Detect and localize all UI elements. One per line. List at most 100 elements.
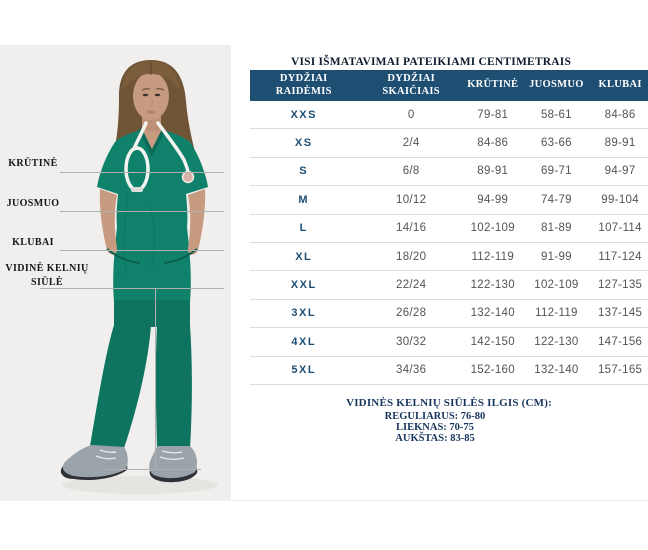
table-row: 3XL 26/28 132-140 112-119 137-145 [250, 300, 648, 329]
cell-chest: 89-91 [477, 165, 509, 178]
forearm-right [187, 189, 206, 255]
face [133, 72, 169, 120]
page-divider [231, 500, 648, 501]
header-size-letters: DYDŽIAI RAIDĖMIS [275, 73, 332, 97]
cell-chest: 94-99 [477, 193, 509, 206]
table-row: XS 2/4 84-86 63-66 89-91 [250, 129, 648, 158]
cell-size-number: 14/16 [396, 222, 427, 235]
cell-size-number: 34/36 [396, 364, 427, 377]
cell-chest: 84-86 [477, 137, 509, 150]
hips-guide-line [60, 250, 224, 251]
cell-size-letter: 4XL [291, 335, 317, 348]
shoe-laces-right [159, 450, 185, 460]
cell-size-number: 6/8 [402, 165, 420, 178]
lips [146, 110, 156, 114]
shoe-sole-right [149, 466, 198, 483]
header-hips: KLUBAI [598, 79, 642, 91]
fabric-fold [149, 204, 156, 266]
cell-size-letter: M [298, 193, 310, 206]
cell-size-number: 22/24 [396, 279, 427, 292]
size-table: DYDŽIAI RAIDĖMIS DYDŽIAI SKAIČIAIS KRŪTI… [250, 70, 648, 385]
cell-size-letter: 3XL [291, 307, 317, 320]
cell-hips: 137-145 [597, 307, 643, 320]
inseam-guide-line-bottom [104, 469, 201, 470]
v-neck-trim [138, 128, 166, 157]
cell-size-number: 26/28 [396, 307, 427, 320]
cell-size-number: 0 [407, 108, 415, 121]
cell-hips: 127-135 [597, 279, 643, 292]
fabric-fold [123, 194, 129, 276]
header-chest: KRŪTINĖ [467, 79, 519, 91]
eyebrow-right [155, 88, 165, 91]
nose [150, 98, 153, 108]
cell-size-letter: XXL [290, 279, 317, 292]
waist-guide-line [60, 211, 224, 212]
cell-waist: 102-109 [534, 279, 579, 292]
cell-size-letter: S [299, 165, 309, 178]
stethoscope-gauge [131, 187, 143, 192]
inseam-notes-heading: VIDINĖS KELNIŲ SIŪLĖS ILGIS (CM): [346, 397, 552, 409]
table-row: S 6/8 89-91 69-71 94-97 [250, 158, 648, 187]
table-row: 5XL 34/36 152-160 132-140 157-165 [250, 357, 648, 385]
cell-hips: 89-91 [604, 137, 636, 150]
label-inseam: VIDINĖ KELNIŲ SIŪLĖ [5, 263, 89, 288]
shoe-left [62, 445, 128, 478]
table-row: M 10/12 94-99 74-79 99-104 [250, 186, 648, 215]
cell-size-number: 2/4 [402, 137, 420, 150]
inseam-guide-line-vertical [155, 288, 156, 469]
cell-size-letter: XS [294, 137, 313, 150]
cell-chest: 112-119 [471, 250, 515, 263]
shoe-laces-left [95, 449, 117, 460]
cell-hips: 84-86 [604, 108, 636, 121]
model-illustration [60, 60, 218, 494]
cell-waist: 69-71 [540, 165, 572, 178]
cell-waist: 58-61 [540, 108, 572, 121]
cell-waist: 112-119 [535, 307, 578, 320]
inseam-note-slim: LIEKNAS: 70-75 [396, 421, 474, 433]
inseam-notes-lines: REGULIARUS: 76-80 LIEKNAS: 70-75 AUKŠTAS… [236, 411, 634, 444]
cell-hips: 94-97 [604, 165, 636, 178]
cell-size-letter: L [299, 222, 308, 235]
cell-hips: 99-104 [601, 193, 639, 206]
eye-right [154, 93, 161, 97]
eye-left [142, 93, 149, 97]
label-waist: JUOSMUO [6, 198, 60, 209]
header-waist: JUOSMUO [529, 79, 584, 91]
inseam-guide-line-top [40, 288, 224, 289]
stethoscope-tube-right [156, 121, 190, 175]
table-row: XL 18/20 112-119 91-99 117-124 [250, 243, 648, 272]
model-photo [0, 45, 231, 501]
pant-leg-right [155, 325, 192, 448]
cell-waist: 74-79 [540, 193, 572, 206]
cell-waist: 132-140 [534, 364, 579, 377]
cell-size-number: 10/12 [396, 193, 427, 206]
cell-hips: 147-156 [597, 335, 643, 348]
cell-size-number: 30/32 [396, 335, 427, 348]
header-size-numbers: DYDŽIAI SKAIČIAIS [382, 73, 440, 97]
chest-guide-line [60, 172, 224, 173]
cell-size-letter: XXS [290, 108, 317, 121]
cell-size-number: 18/20 [396, 250, 427, 263]
stethoscope-chestpiece [181, 170, 195, 184]
inseam-notes: VIDINĖS KELNIŲ SIŪLĖS ILGIS (CM): REGULI… [250, 397, 648, 444]
shoe-right [149, 446, 198, 479]
cell-waist: 91-99 [540, 250, 572, 263]
inseam-note-tall: AUKŠTAS: 83-85 [395, 432, 475, 444]
forearm-left [99, 189, 118, 255]
pants-top [114, 300, 190, 327]
table-row: L 14/16 102-109 81-89 107-114 [250, 215, 648, 243]
cell-waist: 122-130 [534, 335, 579, 348]
label-hips: KLUBAI [12, 237, 54, 248]
cell-size-letter: XL [295, 250, 313, 263]
hair-fringe [122, 61, 180, 92]
table-row: XXL 22/24 122-130 102-109 127-135 [250, 271, 648, 300]
cell-hips: 117-124 [598, 250, 642, 263]
v-neck-skin [143, 131, 161, 151]
size-table-header: DYDŽIAI RAIDĖMIS DYDŽIAI SKAIČIAIS KRŪTI… [250, 70, 648, 101]
cell-chest: 132-140 [470, 307, 515, 320]
cell-size-letter: 5XL [291, 364, 317, 377]
cell-chest: 122-130 [470, 279, 515, 292]
table-row: 4XL 30/32 142-150 122-130 147-156 [250, 328, 648, 357]
cell-chest: 102-109 [470, 222, 515, 235]
cell-waist: 81-89 [540, 222, 572, 235]
